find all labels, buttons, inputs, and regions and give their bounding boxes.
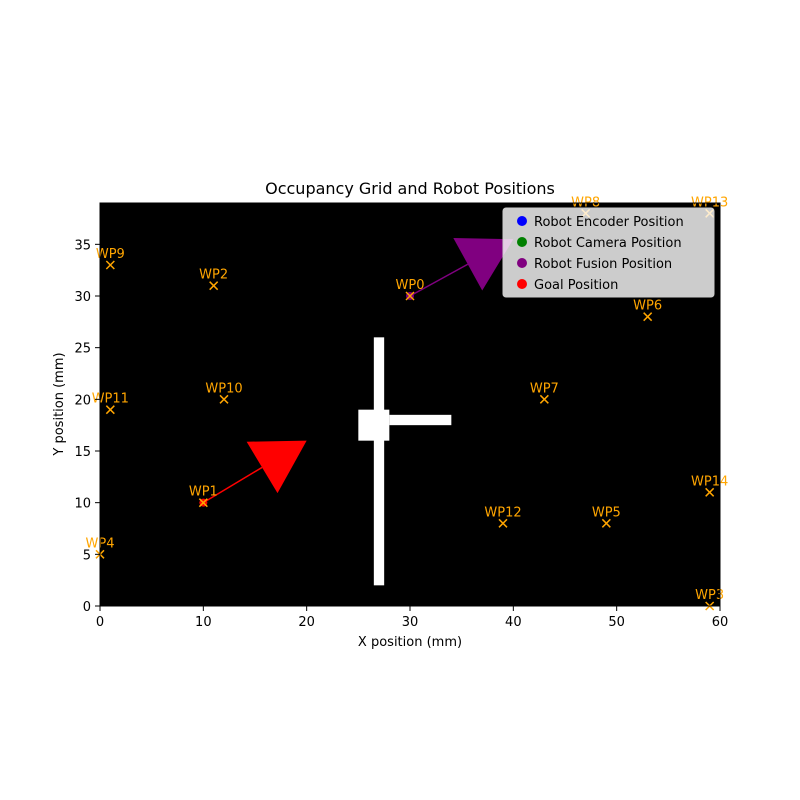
legend-entry-robot-encoder-position: Robot Encoder Position (517, 215, 684, 230)
y-tick-label: 30 (74, 290, 91, 305)
waypoint-marker (601, 518, 611, 528)
waypoint-marker (219, 394, 229, 404)
waypoint-wp10: WP10 (205, 381, 243, 404)
waypoint-marker (405, 291, 415, 301)
goal-position-arrow-shaft (202, 466, 263, 504)
waypoint-label: WP10 (205, 381, 242, 396)
legend-label: Robot Camera Position (534, 236, 682, 251)
robot-fusion-position-arrow-head (453, 237, 514, 291)
waypoint-wp7: WP7 (530, 381, 559, 404)
waypoint-wp5: WP5 (592, 505, 621, 528)
obstacle-layer (358, 337, 452, 586)
waypoint-layer: WP0WP1WP2WP3WP4WP5WP6WP7WP8WP9WP10WP11WP… (86, 195, 728, 611)
waypoint-wp2: WP2 (199, 268, 228, 291)
x-tick-label: 50 (608, 615, 625, 630)
obstacle-0 (373, 337, 385, 586)
legend-label: Robot Fusion Position (534, 257, 672, 272)
y-tick-label: 35 (74, 238, 91, 253)
waypoint-wp14: WP14 (691, 474, 728, 497)
waypoint-wp0: WP0 (396, 278, 425, 301)
y-tick-label: 0 (83, 600, 91, 615)
x-tick-label: 10 (195, 615, 212, 630)
y-tick-label: 5 (83, 548, 91, 563)
legend-marker (517, 237, 527, 247)
x-tick-label: 30 (402, 615, 419, 630)
goal-position-arrow-head (246, 440, 307, 494)
waypoint-wp9: WP9 (96, 247, 125, 270)
waypoint-label: WP14 (691, 474, 728, 489)
waypoint-label: WP6 (633, 299, 662, 314)
waypoint-marker (209, 281, 219, 291)
y-axis-ticks: 0 5 10 15 20 25 30 35 (74, 238, 100, 615)
legend-entry-robot-fusion-position: Robot Fusion Position (517, 257, 672, 272)
waypoint-label: WP3 (695, 588, 724, 603)
waypoint-wp11: WP11 (92, 392, 129, 415)
arrow-layer (202, 237, 514, 504)
y-tick-label: 15 (74, 445, 91, 460)
waypoint-marker (105, 260, 115, 270)
waypoint-label: WP12 (484, 505, 521, 520)
waypoint-label: WP1 (189, 485, 218, 500)
obstacle-2 (389, 414, 452, 426)
waypoint-label: WP0 (396, 278, 425, 293)
legend-entry-goal-position: Goal Position (517, 278, 618, 293)
waypoint-marker (539, 394, 549, 404)
x-tick-label: 0 (96, 615, 104, 630)
legend-marker (517, 216, 527, 226)
legend-entry-robot-camera-position: Robot Camera Position (517, 236, 682, 251)
y-tick-label: 10 (74, 497, 91, 512)
waypoint-label: WP5 (592, 505, 621, 520)
waypoint-label: WP11 (92, 392, 129, 407)
goal-position-arrow (202, 440, 307, 504)
y-tick-label: 25 (74, 342, 91, 357)
waypoint-marker (705, 487, 715, 497)
legend-marker (517, 258, 527, 268)
waypoint-label: WP2 (199, 268, 228, 283)
y-axis-label: Y position (mm) (52, 352, 67, 456)
waypoint-marker (498, 518, 508, 528)
waypoint-marker (643, 312, 653, 322)
legend: Robot Encoder Position Robot Camera Posit… (502, 207, 715, 298)
x-tick-label: 20 (298, 615, 315, 630)
y-tick-label: 20 (74, 393, 91, 408)
x-tick-label: 60 (712, 615, 729, 630)
waypoint-label: WP7 (530, 381, 559, 396)
chart-title: Occupancy Grid and Robot Positions (265, 179, 555, 198)
waypoint-wp6: WP6 (633, 299, 662, 322)
waypoint-label: WP9 (96, 247, 125, 262)
waypoint-wp1: WP1 (189, 485, 218, 508)
obstacle-1 (358, 409, 390, 441)
x-tick-label: 40 (505, 615, 522, 630)
waypoint-wp12: WP12 (484, 505, 522, 528)
waypoint-marker (198, 498, 208, 508)
legend-label: Robot Encoder Position (534, 215, 684, 230)
robot-fusion-position-arrow-shaft (409, 263, 469, 297)
legend-marker (517, 279, 527, 289)
waypoint-marker (105, 405, 115, 415)
legend-label: Goal Position (534, 278, 618, 293)
x-axis-label: X position (mm) (358, 635, 462, 650)
legend-box (502, 207, 715, 298)
robot-fusion-position-arrow (409, 237, 514, 297)
x-axis-ticks: 0 10 20 30 40 50 60 (96, 606, 728, 630)
